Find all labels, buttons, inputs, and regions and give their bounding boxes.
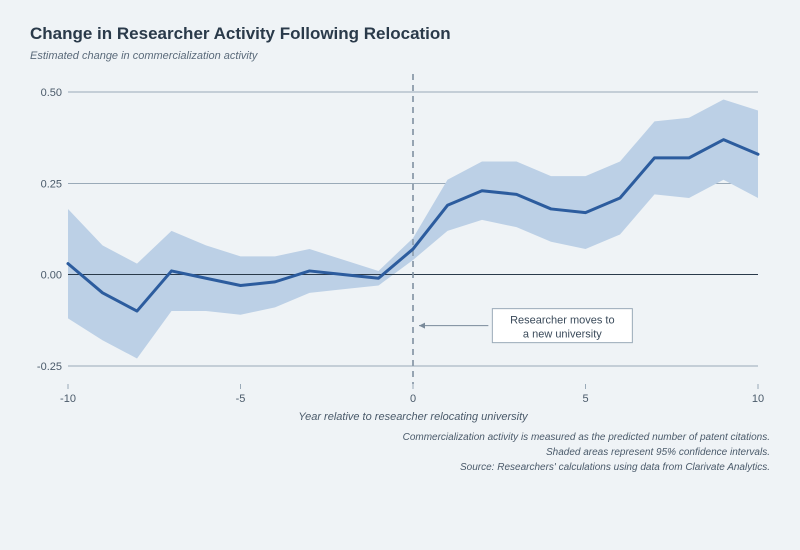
svg-text:5: 5 [582, 393, 588, 405]
svg-text:10: 10 [752, 393, 764, 405]
svg-text:0.50: 0.50 [41, 87, 62, 99]
footnote-line-2: Shaded areas represent 95% confidence in… [30, 445, 770, 460]
chart-container: Change in Researcher Activity Following … [0, 0, 800, 550]
chart-footnotes: Commercialization activity is measured a… [30, 430, 770, 475]
line-chart-svg: -0.25 0.00 0.25 0.50 -10 -5 0 5 10 Year relative … [30, 64, 770, 424]
svg-text:0.00: 0.00 [41, 270, 62, 282]
svg-text:-5: -5 [236, 393, 246, 405]
svg-text:0.25: 0.25 [41, 178, 62, 190]
chart-subtitle: Estimated change in commercialization ac… [30, 50, 770, 62]
svg-text:-0.25: -0.25 [37, 361, 62, 373]
svg-text:Year relative to researcher re: Year relative to researcher relocating u… [298, 411, 529, 423]
footnote-line-3: Source: Researchers' calculations using … [30, 460, 770, 475]
svg-text:-10: -10 [60, 393, 76, 405]
chart-title: Change in Researcher Activity Following … [30, 24, 770, 44]
footnote-line-1: Commercialization activity is measured a… [30, 430, 770, 445]
svg-text:0: 0 [410, 393, 416, 405]
svg-text:a new university: a new university [523, 329, 602, 341]
chart-area: -0.25 0.00 0.25 0.50 -10 -5 0 5 10 Year relative … [30, 64, 770, 424]
svg-text:Researcher moves to: Researcher moves to [510, 315, 615, 327]
